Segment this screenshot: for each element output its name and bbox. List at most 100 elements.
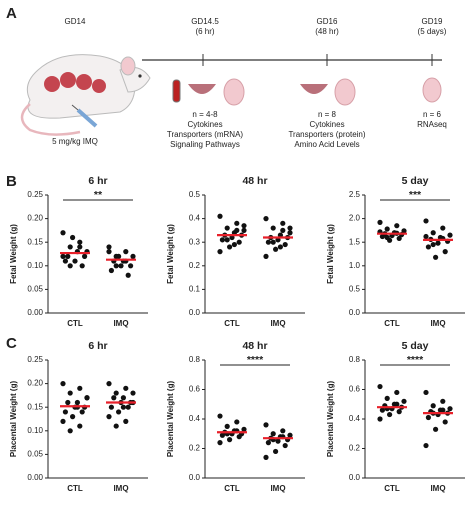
y-tick-label: 0.5 xyxy=(189,190,201,199)
timepoint-label: (6 hr) xyxy=(195,27,214,36)
x-tick-label: CTL xyxy=(384,319,400,328)
timepoint-note: Cytokines xyxy=(309,120,344,129)
y-tick-label: 0.8 xyxy=(349,355,361,364)
data-point xyxy=(396,409,402,415)
chart-title: 6 hr xyxy=(88,340,107,352)
panel-a: A GD14 5 mg/kg IMQ xyxy=(6,5,442,146)
data-point xyxy=(384,234,390,241)
y-axis-label: Fetal Weight (g) xyxy=(9,224,18,284)
data-point xyxy=(219,432,225,438)
y-tick-label: 0.25 xyxy=(27,355,43,364)
data-point xyxy=(234,419,240,425)
x-tick-label: IMQ xyxy=(430,484,445,493)
data-point xyxy=(384,226,390,232)
data-point xyxy=(287,230,293,236)
data-point xyxy=(67,263,73,269)
data-point xyxy=(275,438,281,444)
y-tick-label: 0.4 xyxy=(189,414,201,423)
data-point xyxy=(60,253,66,259)
data-point xyxy=(116,409,122,415)
data-point xyxy=(118,263,124,269)
data-point xyxy=(111,395,117,401)
data-point xyxy=(277,244,283,250)
data-point xyxy=(234,220,240,226)
y-tick-label: 0.4 xyxy=(189,214,201,223)
data-point xyxy=(440,398,446,404)
timepoint-label: (5 days) xyxy=(418,27,447,36)
data-point xyxy=(394,389,400,396)
data-point xyxy=(234,227,240,233)
data-point xyxy=(282,442,288,449)
data-point xyxy=(384,395,390,401)
data-point xyxy=(379,233,385,240)
data-point xyxy=(394,223,400,229)
data-point xyxy=(282,241,288,248)
data-point xyxy=(217,413,223,419)
chart-title: 5 day xyxy=(402,340,429,352)
data-point xyxy=(106,249,112,255)
data-point xyxy=(84,395,90,401)
data-point xyxy=(236,239,242,245)
data-point xyxy=(430,403,436,409)
x-tick-label: IMQ xyxy=(270,319,285,328)
data-point xyxy=(273,448,279,455)
y-tick-label: 2.0 xyxy=(349,214,361,223)
data-point xyxy=(217,213,223,219)
data-point xyxy=(65,253,71,259)
data-point xyxy=(401,398,407,404)
y-tick-label: 0.4 xyxy=(349,414,361,423)
rat-illustration xyxy=(20,54,151,136)
data-point xyxy=(60,418,66,424)
y-tick-label: 0.20 xyxy=(27,214,43,223)
y-tick-label: 0.2 xyxy=(189,444,201,453)
data-point xyxy=(224,237,230,243)
timepoint-note: Transporters (mRNA) xyxy=(167,130,243,139)
y-tick-label: 0.00 xyxy=(27,308,43,317)
timepoint-note: n = 8 xyxy=(318,110,337,119)
y-tick-label: 1.0 xyxy=(349,261,361,270)
panel-label: C xyxy=(6,335,17,352)
timepoint-note: n = 6 xyxy=(423,110,442,119)
data-point xyxy=(241,227,247,233)
y-tick-label: 0.15 xyxy=(27,402,43,411)
y-tick-label: 0.2 xyxy=(349,444,361,453)
data-point xyxy=(377,416,383,422)
y-tick-label: 0.25 xyxy=(27,190,43,199)
data-point xyxy=(120,404,126,410)
data-point xyxy=(106,244,112,250)
data-point xyxy=(273,246,279,252)
data-point xyxy=(263,253,269,259)
data-point xyxy=(263,216,269,222)
data-point xyxy=(425,414,431,421)
data-point xyxy=(387,411,393,418)
data-point xyxy=(219,237,225,243)
tissue-icons xyxy=(172,77,442,106)
data-point xyxy=(433,426,439,432)
panel-label: B xyxy=(6,173,17,190)
data-point xyxy=(263,454,269,460)
data-point xyxy=(67,428,73,434)
data-point xyxy=(377,383,383,390)
y-tick-label: 0.05 xyxy=(27,450,43,459)
data-point xyxy=(116,253,122,259)
y-axis-label: Placental Weight (g) xyxy=(326,381,335,458)
y-tick-label: 0.0 xyxy=(189,473,201,482)
timepoint-note: Transporters (protein) xyxy=(288,130,365,139)
data-point xyxy=(425,244,431,250)
data-point xyxy=(435,240,441,246)
y-axis-label: Placental Weight (g) xyxy=(9,381,18,458)
x-tick-label: IMQ xyxy=(430,319,445,328)
y-tick-label: 0.0 xyxy=(189,308,201,317)
data-point xyxy=(241,426,247,432)
data-point xyxy=(241,223,247,229)
data-point xyxy=(265,239,271,245)
data-point xyxy=(125,404,131,410)
data-point xyxy=(60,381,66,387)
x-tick-label: IMQ xyxy=(270,484,285,493)
data-point xyxy=(113,390,119,396)
chart-title: 6 hr xyxy=(88,175,107,187)
data-point xyxy=(217,440,223,446)
y-tick-label: 0.6 xyxy=(349,385,361,394)
chart-title: 48 hr xyxy=(242,175,267,187)
